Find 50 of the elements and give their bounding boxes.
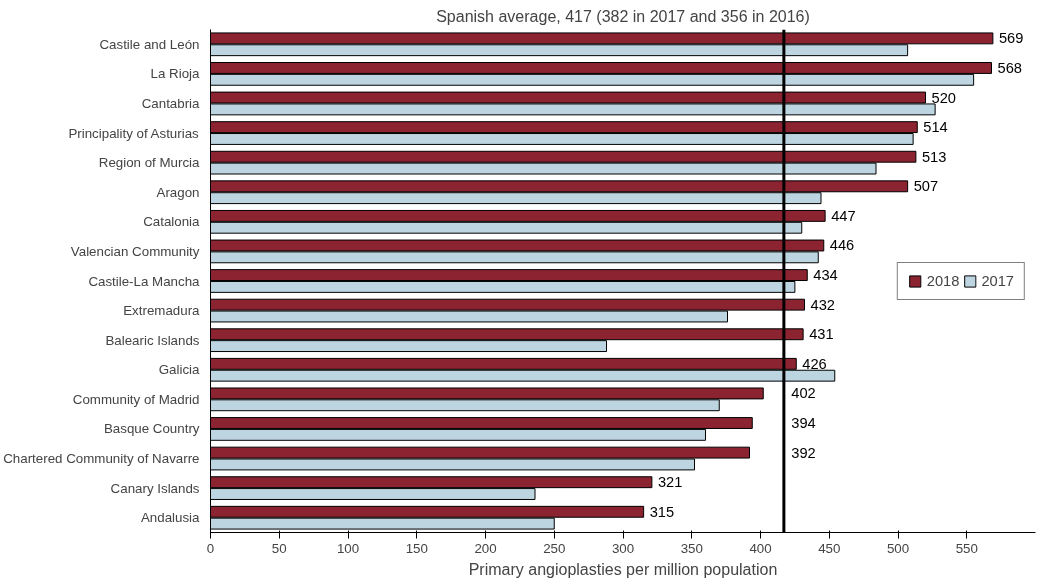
y-tick-label: Valencian Community [70,243,200,259]
data-label: 431 [809,326,834,343]
y-tick-label: Galicia [158,362,201,378]
y-tick-label: Andalusia [140,510,201,526]
data-label: 434 [813,267,838,284]
data-label: 569 [998,30,1024,47]
data-label: 321 [657,474,683,491]
y-tick-label: Balearic Islands [105,332,200,348]
data-label: 514 [923,119,948,136]
data-label: 568 [997,59,1022,76]
y-tick-label: Aragon [156,184,200,200]
x-tick-label: 250 [543,540,566,556]
x-tick-label: 350 [680,540,703,556]
x-tick-label: 300 [611,540,635,556]
y-tick-label: Principality of Asturias [68,125,200,141]
data-label: 507 [913,178,939,195]
y-tick-label: Castile and León [99,36,200,52]
y-tick-label: Chartered Community of Navarre [3,451,200,467]
x-axis-title: Primary angioplasties per million population [468,560,778,578]
y-tick-label: Canary Islands [110,480,200,496]
x-tick-label: 500 [886,540,910,556]
x-tick-label: 450 [818,540,841,556]
data-label: 394 [791,415,816,432]
data-label: 392 [791,444,816,461]
x-tick-label: 550 [955,540,978,556]
y-tick-label: Extremadura [123,303,201,319]
data-label: 426 [802,355,827,372]
legend-label: 2017 [981,272,1014,289]
y-tick-label: La Rioja [150,66,201,82]
data-label: 432 [810,296,835,313]
data-label: 446 [829,237,855,254]
y-tick-label: Cantabria [141,95,201,111]
x-tick-label: 150 [405,540,428,556]
data-label: 513 [921,148,947,165]
data-label: 447 [831,207,856,224]
legend-label: 2018 [926,272,960,289]
y-tick-label: Castile-La Mancha [88,273,201,289]
x-tick-label: 100 [336,540,360,556]
y-tick-label: Community of Madrid [72,391,200,407]
x-tick-label: 50 [271,540,287,556]
data-label: 315 [649,503,675,520]
y-tick-label: Basque Country [103,421,200,437]
x-tick-label: 0 [206,540,215,556]
x-tick-label: 200 [474,540,497,556]
data-label: 520 [931,89,956,106]
chart-title: Spanish average, 417 (382 in 2017 and 356 in 2016) [436,7,810,25]
y-tick-label: Catalonia [143,214,201,230]
data-label: 402 [791,385,816,402]
x-tick-label: 400 [749,540,772,556]
y-tick-label: Region of Murcia [98,155,201,171]
